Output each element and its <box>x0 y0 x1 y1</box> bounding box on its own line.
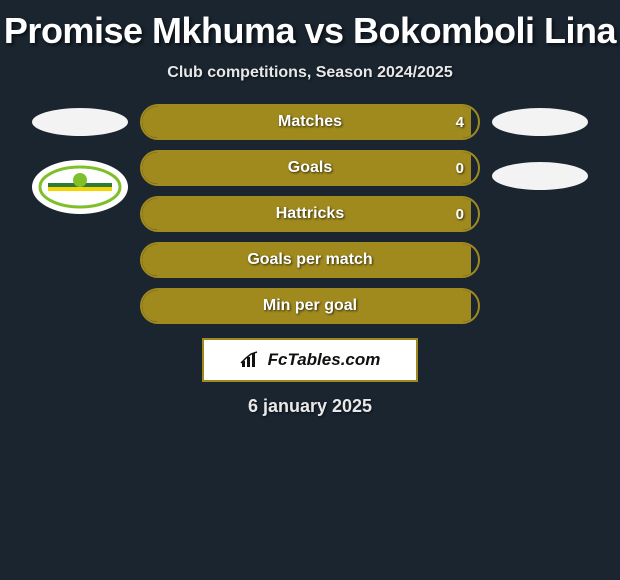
stat-row: Goals per match <box>140 242 480 278</box>
comparison-container: Matches 4 Goals 0 Hattricks 0 Goals per match M… <box>0 100 620 324</box>
date-label: 6 january 2025 <box>0 392 620 417</box>
stat-value: 0 <box>456 160 464 177</box>
chart-icon <box>240 351 262 369</box>
stat-label: Hattricks <box>276 205 344 223</box>
stat-row: Matches 4 <box>140 104 480 140</box>
blank-badge-icon <box>490 158 590 194</box>
stat-row: Goals 0 <box>140 150 480 186</box>
stat-row: Hattricks 0 <box>140 196 480 232</box>
stat-label: Min per goal <box>263 297 357 315</box>
page-subtitle: Club competitions, Season 2024/2025 <box>0 60 620 100</box>
stats-column: Matches 4 Goals 0 Hattricks 0 Goals per match M… <box>140 100 480 324</box>
left-badge-column <box>20 100 140 216</box>
stat-value: 0 <box>456 206 464 223</box>
stat-value: 4 <box>456 114 464 131</box>
brand-logo[interactable]: FcTables.com <box>202 338 418 382</box>
page-title: Promise Mkhuma vs Bokomboli Lina <box>0 0 620 60</box>
stat-label: Matches <box>278 113 342 131</box>
stat-label: Goals <box>288 159 332 177</box>
blank-badge-icon <box>30 104 130 140</box>
blank-badge-icon <box>490 104 590 140</box>
brand-text: FcTables.com <box>268 350 381 370</box>
club-badge-icon <box>30 158 130 216</box>
stat-label: Goals per match <box>247 251 372 269</box>
right-badge-column <box>480 100 600 194</box>
stat-row: Min per goal <box>140 288 480 324</box>
